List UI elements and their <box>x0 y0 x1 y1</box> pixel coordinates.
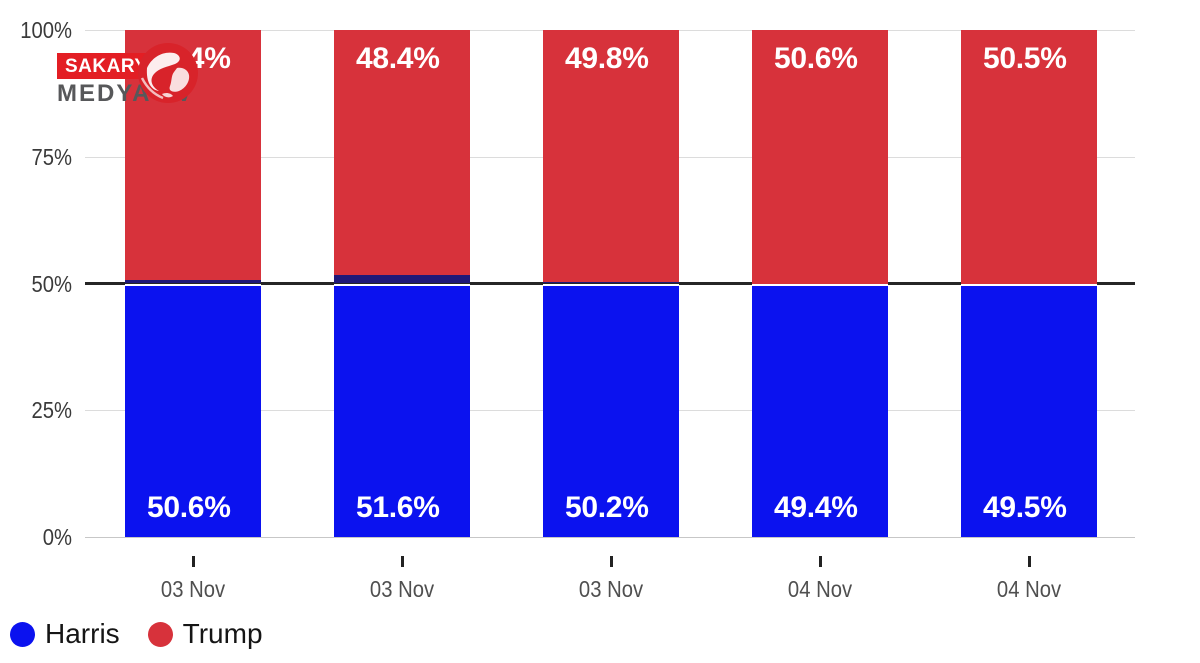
reference-line-inside-bar <box>961 283 1097 286</box>
x-tick-label: 03 Nov <box>160 576 226 602</box>
legend-item-harris[interactable]: Harris <box>10 618 120 650</box>
trump-bar-segment[interactable] <box>543 30 679 283</box>
harris-bar-overlap-band <box>543 282 679 284</box>
reference-line-inside-bar <box>752 283 888 286</box>
trump-bar-segment[interactable] <box>961 30 1097 284</box>
harris-value-label: 51.6% <box>356 491 440 524</box>
y-tick-label: 25% <box>31 397 72 424</box>
y-tick-label: 100% <box>20 17 73 43</box>
harris-bar-segment[interactable] <box>961 285 1097 537</box>
harris-bar-segment[interactable] <box>543 285 679 537</box>
legend-label: Harris <box>45 618 120 649</box>
x-tick <box>818 556 822 567</box>
x-tick <box>400 556 404 567</box>
harris-bar-overlap-band <box>334 275 470 284</box>
x-tick <box>191 556 195 567</box>
harris-value-label: 50.2% <box>565 491 649 524</box>
x-tick-label: 04 Nov <box>787 576 853 602</box>
y-tick-label: 75% <box>31 143 72 170</box>
trump-bar-segment[interactable] <box>334 30 470 276</box>
x-tick-label: 04 Nov <box>996 576 1062 602</box>
harris-value-label: 49.5% <box>983 491 1067 524</box>
x-tick-label: 03 Nov <box>369 576 435 602</box>
reference-line-inside-bar <box>334 283 470 286</box>
x-tick <box>609 556 613 567</box>
trump-bar-segment[interactable] <box>752 30 888 284</box>
x-tick <box>1027 556 1031 567</box>
reference-line-inside-bar <box>543 283 679 286</box>
x-tick-label: 03 Nov <box>578 576 644 602</box>
trump-value-label: 48.4% <box>356 42 440 75</box>
harris-bar-segment[interactable] <box>752 285 888 537</box>
legend-dot <box>10 621 35 647</box>
reference-line-inside-bar <box>125 283 261 286</box>
trump-value-label: 50.5% <box>983 42 1067 75</box>
chart-legend: Harris Trump <box>10 618 263 650</box>
harris-bar-segment[interactable] <box>125 285 261 537</box>
harris-bar-segment[interactable] <box>334 285 470 537</box>
y-tick-label: 50% <box>31 270 72 297</box>
y-tick-label: 0% <box>42 524 72 550</box>
globe-icon <box>138 43 198 103</box>
legend-label: Trump <box>182 618 263 649</box>
y-grid-line <box>85 537 1135 538</box>
legend-item-trump[interactable]: Trump <box>147 618 263 650</box>
harris-bar-overlap-band <box>125 280 261 284</box>
legend-dot <box>147 621 173 647</box>
harris-value-label: 50.6% <box>147 491 231 524</box>
trump-value-label: 49.8% <box>565 42 649 75</box>
trump-value-label: 50.6% <box>774 42 858 75</box>
harris-value-label: 49.4% <box>774 491 858 524</box>
